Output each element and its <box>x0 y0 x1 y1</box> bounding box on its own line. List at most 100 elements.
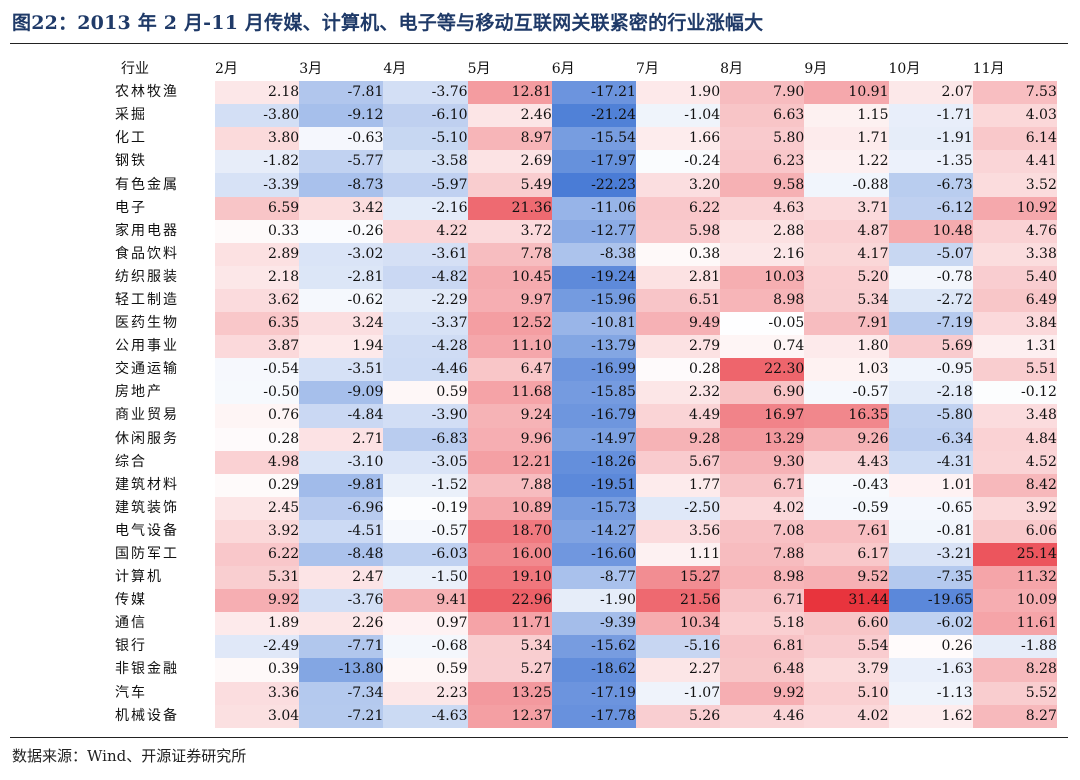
heatmap-cell: -6.83 <box>383 427 468 451</box>
heatmap-cell: -15.73 <box>551 496 636 520</box>
heatmap-cell: 0.33 <box>215 219 300 243</box>
heatmap-cell: -0.57 <box>804 381 889 405</box>
heatmap-cell: -0.65 <box>888 496 973 520</box>
heatmap-cell: -1.63 <box>888 658 973 682</box>
column-header: 7月 <box>635 61 659 78</box>
heatmap-cell: -4.51 <box>299 519 384 543</box>
heatmap-cell: 5.10 <box>804 681 889 705</box>
heatmap-cell: -7.71 <box>299 635 384 659</box>
heatmap-cell: 9.49 <box>635 312 721 336</box>
heatmap-cell: -6.73 <box>888 173 973 197</box>
heatmap-cell: 1.94 <box>299 335 384 359</box>
source-note: 数据来源：Wind、开源证券研究所 <box>12 747 247 765</box>
heatmap-cell: 7.88 <box>720 542 805 567</box>
heatmap-cell: 6.17 <box>804 542 889 567</box>
heatmap-cell: 4.02 <box>804 704 889 728</box>
heatmap-cell: 1.89 <box>215 612 300 636</box>
heatmap-cell: 0.26 <box>888 635 973 659</box>
heatmap-cell: 16.35 <box>804 404 889 428</box>
heatmap-cell: -16.99 <box>551 358 636 382</box>
heatmap-table: 行业 2月 3月 4月 5月 6月 7月 8月 9月 10月 11月 农林牧渔 2.18 -7.81 -3… <box>115 58 1057 728</box>
heatmap-cell: -12.77 <box>551 219 636 243</box>
heatmap-cell: -6.03 <box>383 542 468 567</box>
heatmap-cell: 3.92 <box>972 496 1057 520</box>
column-header: 3月 <box>299 61 323 78</box>
heatmap-cell: 2.18 <box>215 265 300 289</box>
heatmap-cell: 3.72 <box>467 219 552 243</box>
heatmap-cell: 9.97 <box>467 288 552 313</box>
heatmap-cell: 15.27 <box>635 566 721 590</box>
heatmap-cell: 6.49 <box>972 288 1057 313</box>
heatmap-cell: 6.35 <box>215 312 300 336</box>
column-header: 11月 <box>972 61 1005 78</box>
heatmap-cell: -3.21 <box>888 542 973 567</box>
heatmap-cell: -2.50 <box>635 496 721 520</box>
title-divider <box>10 43 1068 44</box>
heatmap-cell: -15.62 <box>551 635 636 659</box>
table-row: 非银金融 0.39 -13.80 0.59 5.27 -18.62 2.27 6.48 3.79… <box>115 658 1057 682</box>
heatmap-cell: -16.79 <box>551 404 636 428</box>
heatmap-cell: 4.63 <box>720 196 805 220</box>
heatmap-cell: -17.97 <box>551 150 636 174</box>
header-row: 行业 2月 3月 4月 5月 6月 7月 8月 9月 10月 11月 <box>115 58 1057 81</box>
heatmap-cell: -5.16 <box>635 635 721 659</box>
heatmap-cell: 4.52 <box>972 450 1057 474</box>
heatmap-cell: 6.06 <box>972 519 1057 543</box>
table-row: 有色金属 -3.39 -8.73 -5.97 5.49 -22.23 3.20 9.58 -0.… <box>115 173 1057 197</box>
row-label: 有色金属 <box>115 176 179 193</box>
heatmap-cell: 2.32 <box>635 381 721 405</box>
table-row: 银行 -2.49 -7.71 -0.68 5.34 -15.62 -5.16 6.81 5.54… <box>115 635 1057 659</box>
heatmap-cell: -17.78 <box>551 704 636 728</box>
row-label: 汽车 <box>115 684 147 701</box>
heatmap-cell: -9.39 <box>551 612 636 636</box>
heatmap-cell: -0.24 <box>635 150 721 174</box>
heatmap-cell: 12.21 <box>467 450 552 474</box>
heatmap-cell: -5.97 <box>383 173 468 197</box>
heatmap-cell: 10.48 <box>888 219 973 243</box>
table-row: 传媒 9.92 -3.76 9.41 22.96 -1.90 21.56 6.71 31.44-… <box>115 589 1057 613</box>
heatmap-cell: 3.71 <box>804 196 889 220</box>
heatmap-cell: -8.48 <box>299 542 384 567</box>
heatmap-cell: 5.20 <box>804 265 889 289</box>
heatmap-cell: -13.80 <box>299 658 384 682</box>
heatmap-cell: 6.81 <box>720 635 805 659</box>
heatmap-cell: 2.18 <box>215 81 300 105</box>
heatmap-cell: -8.38 <box>551 242 636 266</box>
heatmap-cell: 5.54 <box>804 635 889 659</box>
heatmap-cell: -16.60 <box>551 542 636 567</box>
row-label: 计算机 <box>115 569 163 586</box>
table-row: 食品饮料 2.89 -3.02 -3.61 7.78 -8.38 0.38 2.16 4.17-… <box>115 242 1057 266</box>
heatmap-cell: 13.25 <box>467 681 552 705</box>
heatmap-cell: 8.28 <box>972 658 1057 682</box>
table-row: 电子 6.59 3.42 -2.16 21.36 -11.06 6.22 4.63 3.71 -6… <box>115 196 1057 220</box>
heatmap-cell: 12.81 <box>467 81 552 105</box>
heatmap-cell: 1.31 <box>972 335 1057 359</box>
heatmap-cell: 12.52 <box>467 312 552 336</box>
row-label: 农林牧渔 <box>115 84 179 101</box>
heatmap-cell: -13.79 <box>551 335 636 359</box>
heatmap-cell: 9.92 <box>720 681 805 705</box>
heatmap-cell: -1.88 <box>972 635 1057 659</box>
heatmap-cell: -4.46 <box>383 358 468 382</box>
heatmap-cell: -9.12 <box>299 104 384 128</box>
heatmap-cell: -3.61 <box>383 242 468 266</box>
heatmap-cell: 6.47 <box>467 358 552 382</box>
heatmap-cell: 9.28 <box>635 427 721 451</box>
heatmap-cell: 10.92 <box>972 196 1057 220</box>
heatmap-cell: 2.88 <box>720 219 805 243</box>
heatmap-cell: -3.58 <box>383 150 468 174</box>
heatmap-cell: 6.51 <box>635 288 721 313</box>
heatmap-cell: -2.72 <box>888 288 973 313</box>
heatmap-cell: 6.22 <box>635 196 721 220</box>
heatmap-cell: -15.54 <box>551 127 636 151</box>
heatmap-cell: 11.71 <box>467 612 552 636</box>
heatmap-cell: 3.36 <box>215 681 300 705</box>
heatmap-cell: 5.26 <box>635 704 721 728</box>
heatmap-cell: 11.61 <box>972 612 1057 636</box>
table-row: 医药生物 6.35 3.24 -3.37 12.52 -10.81 9.49 -0.05 7.9… <box>115 312 1057 336</box>
heatmap-cell: -9.09 <box>299 381 384 405</box>
heatmap-cell: 4.41 <box>972 150 1057 174</box>
heatmap-cell: 3.24 <box>299 312 384 336</box>
heatmap-cell: -3.37 <box>383 312 468 336</box>
heatmap-cell: 3.84 <box>972 312 1057 336</box>
